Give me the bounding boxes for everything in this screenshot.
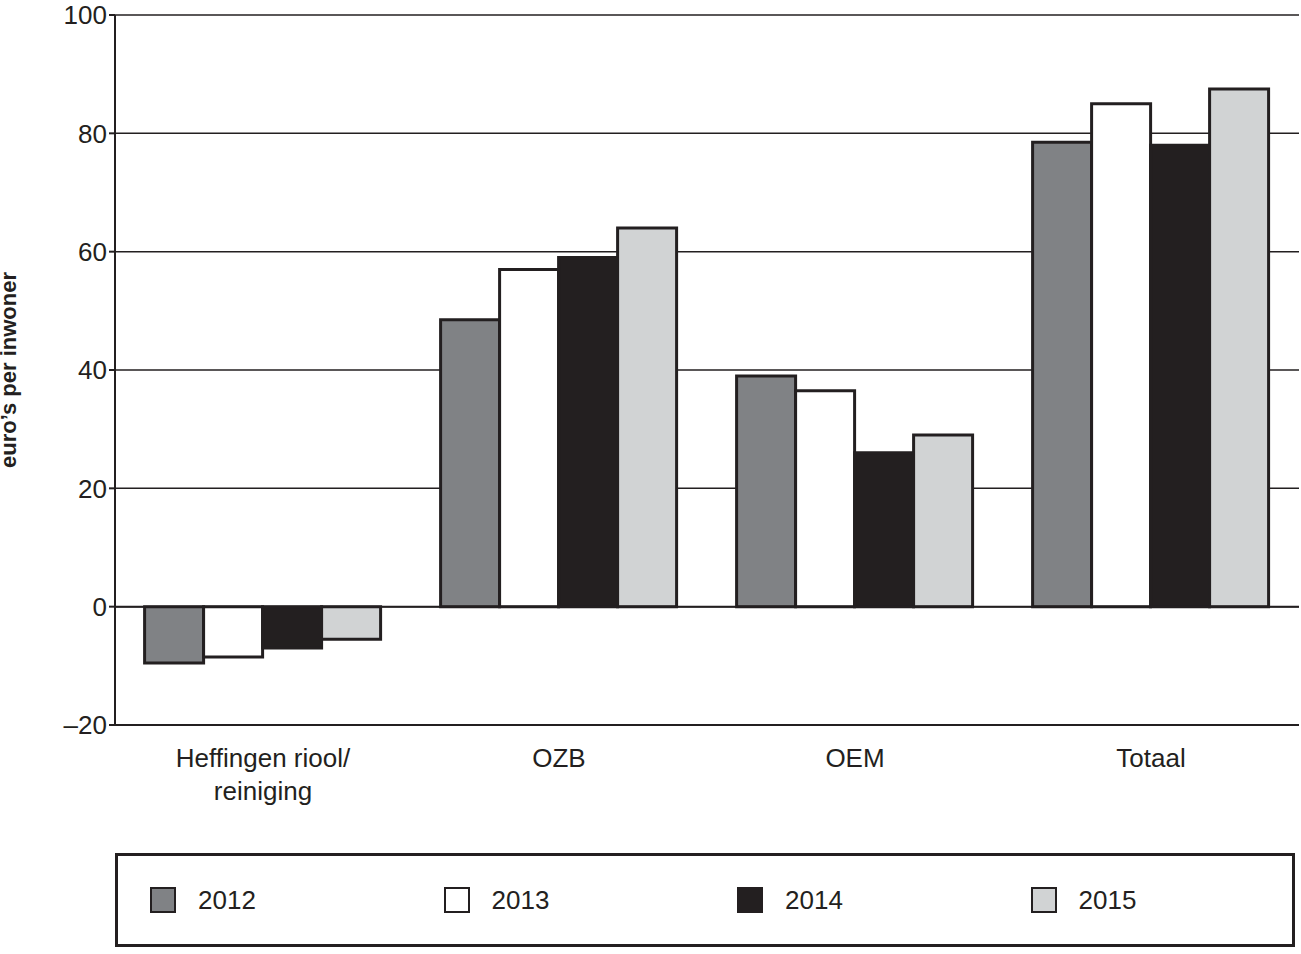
- svg-text:80: 80: [78, 119, 107, 149]
- html-text:2015: 2015: [1078, 884, 1137, 915]
- svg-text:OEM: OEM: [825, 743, 884, 773]
- svg-text:Heffingen riool/reiniging: Heffingen riool/reiniging: [176, 743, 351, 806]
- svg-text:100: 100: [64, 0, 107, 30]
- svg-text:OZB: OZB: [532, 743, 585, 773]
- svg-text:Totaal: Totaal: [1116, 743, 1185, 773]
- html-text:2014: 2014: [785, 884, 843, 915]
- svg-text:60: 60: [78, 237, 107, 267]
- svg-text:20: 20: [78, 474, 107, 504]
- svg-text:0: 0: [93, 592, 107, 622]
- html-text:2013: 2013: [491, 884, 550, 915]
- svg-text:–20: –20: [64, 710, 107, 740]
- svg-text:40: 40: [78, 355, 107, 385]
- html-text:2012: 2012: [198, 884, 256, 915]
- svg-text:euro’s per inwoner: euro’s per inwoner: [8, 272, 21, 468]
